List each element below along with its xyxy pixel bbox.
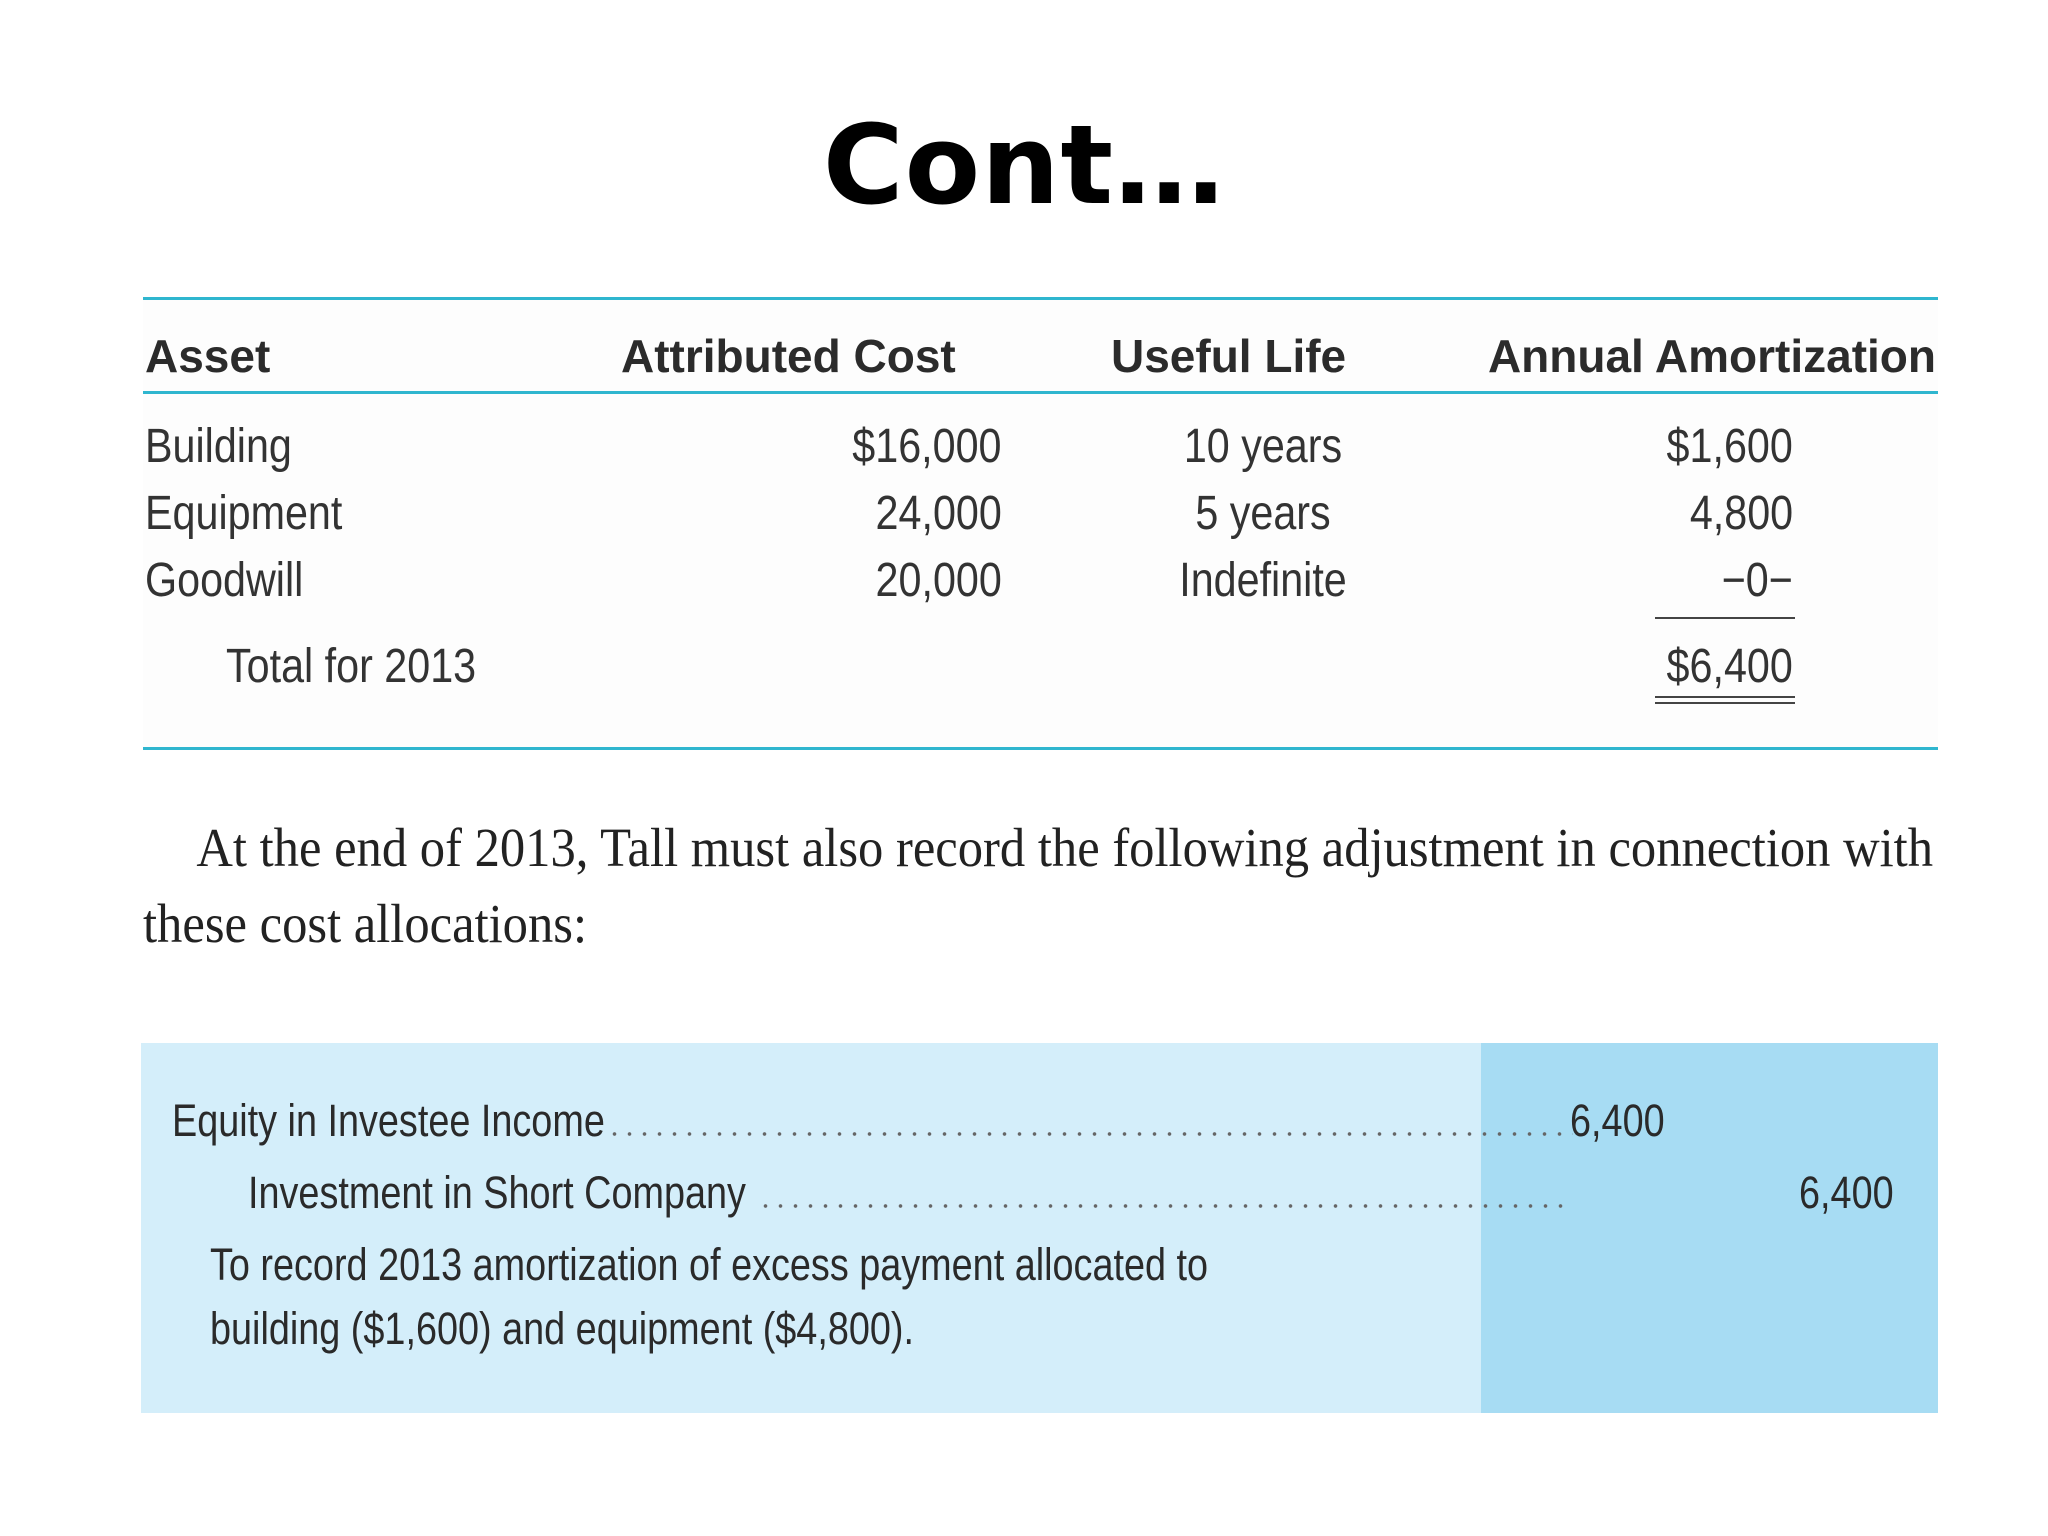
debit-dot-leader bbox=[607, 1131, 1573, 1137]
explanation-line-1: To record 2013 amortization of excess pa… bbox=[210, 1239, 1209, 1290]
adjustment-paragraph: At the end of 2013, Tall must also recor… bbox=[143, 810, 1943, 962]
paragraph-line-1: At the end of 2013, Tall must also recor… bbox=[196, 817, 1934, 878]
row-equipment-life: 5 years bbox=[1195, 487, 1331, 540]
row-goodwill-life: Indefinite bbox=[1179, 554, 1347, 607]
table-header-rule bbox=[143, 391, 1938, 394]
credit-amount: 6,400 bbox=[1799, 1167, 1894, 1218]
explanation-line-2: building ($1,600) and equipment ($4,800)… bbox=[210, 1303, 914, 1354]
credit-dot-leader bbox=[758, 1203, 1573, 1209]
row-goodwill-amortization: −0− bbox=[1721, 554, 1793, 607]
row-building-asset: Building bbox=[145, 420, 292, 473]
paragraph-line-2: these cost allocations: bbox=[143, 893, 588, 954]
row-goodwill-asset: Goodwill bbox=[145, 554, 304, 607]
debit-amount: 6,400 bbox=[1570, 1095, 1665, 1146]
subtotal-underline bbox=[1655, 617, 1795, 619]
table-bottom-rule bbox=[143, 747, 1938, 750]
table-top-rule bbox=[143, 297, 1938, 300]
total-label: Total for 2013 bbox=[226, 640, 477, 693]
row-building-cost: $16,000 bbox=[852, 420, 1002, 473]
credit-account: Investment in Short Company bbox=[248, 1167, 746, 1218]
header-annual-amortization: Annual Amortization bbox=[1487, 330, 1936, 382]
row-equipment-asset: Equipment bbox=[145, 487, 343, 540]
amortization-table: Asset Attributed Cost Useful Life Annual… bbox=[143, 297, 1938, 750]
row-equipment-amortization: 4,800 bbox=[1689, 487, 1793, 540]
row-building-life: 10 years bbox=[1183, 420, 1343, 473]
header-attributed-cost: Attributed Cost bbox=[621, 330, 956, 382]
total-double-underline bbox=[1655, 696, 1795, 704]
header-useful-life: Useful Life bbox=[1111, 330, 1347, 382]
header-asset: Asset bbox=[145, 330, 271, 382]
total-amortization: $6,400 bbox=[1666, 640, 1793, 693]
row-goodwill-cost: 20,000 bbox=[875, 554, 1002, 607]
journal-amount-column bbox=[1481, 1043, 1938, 1413]
row-building-amortization: $1,600 bbox=[1666, 420, 1793, 473]
debit-account: Equity in Investee Income bbox=[172, 1095, 605, 1146]
row-equipment-cost: 24,000 bbox=[875, 487, 1002, 540]
journal-entry-box: Equity in Investee Income 6,400 Investme… bbox=[141, 1043, 1938, 1413]
page-title: Cont… bbox=[822, 101, 1226, 229]
